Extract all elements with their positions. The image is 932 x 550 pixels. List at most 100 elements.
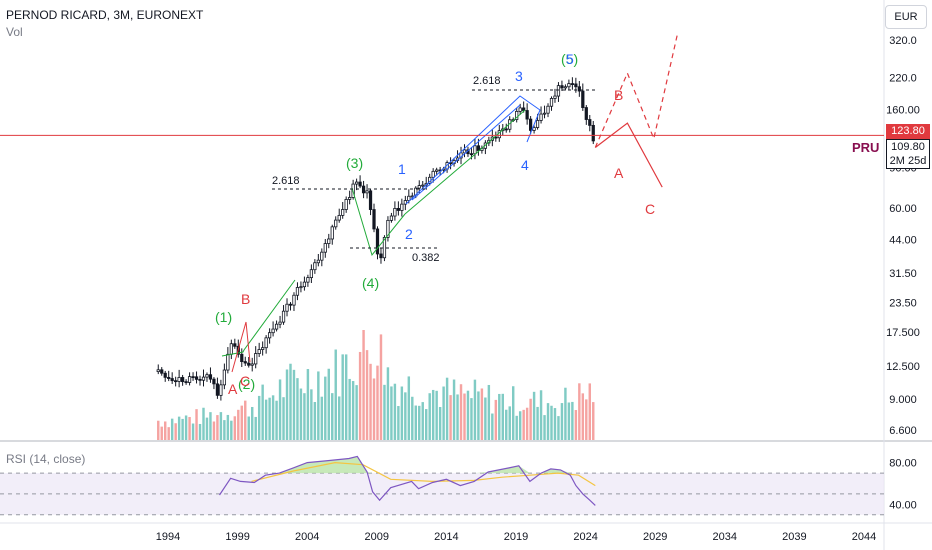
volume-bar xyxy=(181,418,184,440)
volume-bar xyxy=(237,409,240,440)
volume-bar xyxy=(525,407,529,440)
volume-bar xyxy=(278,379,282,440)
volume-bar xyxy=(470,398,473,440)
time-tick-label: 2019 xyxy=(504,531,528,543)
price-tick-label: 23.50 xyxy=(889,297,917,309)
volume-bar xyxy=(529,398,532,440)
time-axis[interactable]: 1994 1999 2004 2009 2014 2019 2024 2029 2034 2039… xyxy=(156,531,876,543)
candle-body xyxy=(306,277,310,283)
volume-indicator-label[interactable]: Vol xyxy=(6,25,23,39)
rsi-tick-label: 40.00 xyxy=(889,499,917,511)
volume-bar xyxy=(578,383,581,440)
volume-bar xyxy=(411,396,414,440)
volume-bar xyxy=(511,386,515,440)
volume-bar xyxy=(449,395,452,440)
candle-body xyxy=(274,323,279,330)
volume-bar xyxy=(428,393,431,440)
candle-body xyxy=(563,86,568,89)
candle-body xyxy=(431,170,435,178)
volume-bar xyxy=(501,393,504,440)
candle-body xyxy=(560,85,564,89)
volume-bar xyxy=(306,369,310,440)
candle-body xyxy=(389,215,394,221)
candle-body xyxy=(337,214,341,221)
time-tick-label: 2009 xyxy=(365,531,389,543)
candle-body xyxy=(330,226,334,240)
candle-body xyxy=(316,259,320,264)
time-tick-label: 2024 xyxy=(573,531,597,543)
candle-body xyxy=(344,199,348,210)
volume-bar xyxy=(216,415,219,440)
volume-bar xyxy=(369,363,372,440)
volume-bar xyxy=(289,363,292,440)
candle-body xyxy=(368,190,373,210)
price-axis[interactable]: 320.0220.0160.0090.0060.0044.0031.5023.5… xyxy=(886,35,920,437)
candle-body xyxy=(233,343,237,347)
currency-selector[interactable]: EUR xyxy=(885,5,927,29)
candle-body xyxy=(462,149,467,154)
volume-bar xyxy=(275,400,278,440)
candle-body xyxy=(553,95,557,99)
volume-bar xyxy=(205,417,209,440)
candle-body xyxy=(212,378,216,385)
candle-body xyxy=(292,294,296,306)
volume-bar xyxy=(372,378,376,440)
candle-body xyxy=(295,287,300,296)
rsi-pane: 80.00 40.00 xyxy=(0,455,917,516)
volume-bar xyxy=(348,378,351,440)
price-tick-label: 44.00 xyxy=(889,234,917,246)
time-tick-label: 2044 xyxy=(852,531,876,543)
volume-bar xyxy=(487,384,491,440)
price-tick-label: 320.0 xyxy=(889,35,917,47)
candle-body xyxy=(546,105,550,114)
volume-bar xyxy=(407,376,411,440)
volume-bar xyxy=(355,385,358,440)
candle-body xyxy=(414,187,418,197)
symbol-line[interactable]: PERNOD RICARD, 3M, EURONEXT xyxy=(6,8,204,22)
candle-body xyxy=(257,349,261,354)
volume-bar xyxy=(581,393,585,440)
fib-label-0382: 0.382 xyxy=(412,252,440,264)
candle-body xyxy=(254,353,258,365)
candle-body xyxy=(156,369,160,373)
volume-bar xyxy=(539,390,543,440)
candle-body xyxy=(309,269,313,279)
candle-body xyxy=(267,332,272,339)
volume-bar xyxy=(292,369,296,440)
last-price-value: 109.80 xyxy=(891,141,925,153)
volume-bar xyxy=(543,415,546,440)
wave-label-c-early: C xyxy=(240,373,250,389)
candle-body xyxy=(334,219,338,228)
rsi-indicator-label[interactable]: RSI (14, close) xyxy=(6,452,86,466)
volume-bar xyxy=(498,393,501,440)
volume-bar xyxy=(508,406,511,440)
candle-body xyxy=(226,353,230,371)
volume-bar xyxy=(480,388,484,440)
volume-bar xyxy=(317,371,320,440)
volume-bar xyxy=(452,379,456,440)
candle-body xyxy=(504,128,508,131)
candle-body xyxy=(348,197,352,200)
volume-bar xyxy=(484,397,487,440)
candle-body xyxy=(229,343,233,355)
volume-bar xyxy=(261,384,264,440)
candle-body xyxy=(528,118,533,131)
volume-bar xyxy=(299,388,303,440)
volume-bar xyxy=(209,412,212,440)
candle-body xyxy=(194,376,199,380)
fib-label-2618-left: 2.618 xyxy=(272,175,300,187)
wave-label-b-projection: B xyxy=(614,87,623,103)
rsi-tick-label: 80.00 xyxy=(889,458,917,470)
candle-body xyxy=(205,374,209,378)
volume-bar xyxy=(310,389,313,440)
volume-bar xyxy=(421,402,424,440)
candle-body xyxy=(407,195,411,201)
candle-body xyxy=(581,90,585,108)
candle-body xyxy=(201,376,206,381)
wave-label-3-major: (3) xyxy=(346,155,363,171)
candle-body xyxy=(375,228,380,255)
volume-bar xyxy=(324,376,327,440)
candle-body xyxy=(191,376,195,379)
volume-bar xyxy=(195,409,198,440)
